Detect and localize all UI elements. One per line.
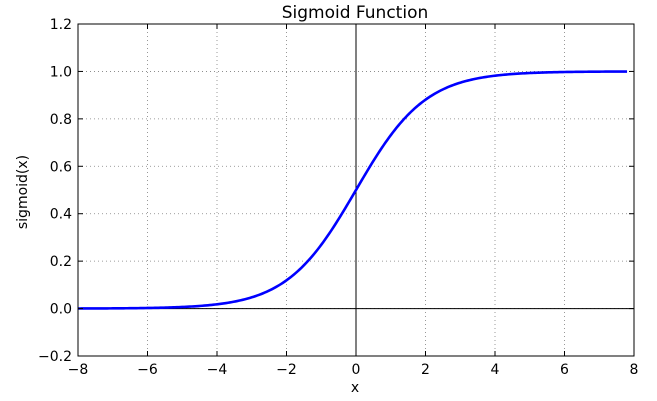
y-tick-label: 0.0 <box>50 302 72 318</box>
x-tick-label: 6 <box>560 362 569 378</box>
x-tick-label: −4 <box>207 362 228 378</box>
x-tick-label: −8 <box>68 362 89 378</box>
x-tick-label: −2 <box>276 362 297 378</box>
y-tick-label: 0.6 <box>50 159 72 175</box>
y-tick-label: −0.2 <box>38 349 72 365</box>
series-layer <box>78 70 628 310</box>
x-tick-label: −6 <box>137 362 158 378</box>
x-axis-label: x <box>351 380 359 396</box>
y-axis-label: sigmoid(x) <box>15 155 31 229</box>
y-tick-label: 0.4 <box>50 207 72 223</box>
x-tick-label: 8 <box>630 362 639 378</box>
x-tick-label: 2 <box>421 362 430 378</box>
y-tick-label: 1.0 <box>50 64 72 80</box>
sigmoid-curve <box>78 70 628 310</box>
x-tick-label: 4 <box>491 362 500 378</box>
x-tick-labels: −8 −6 −4 −2 0 2 4 6 8 <box>68 362 639 378</box>
x-tick-label: 0 <box>352 362 361 378</box>
y-tick-label: 1.2 <box>50 17 72 33</box>
y-tick-label: 0.2 <box>50 254 72 270</box>
chart-title: Sigmoid Function <box>282 3 429 23</box>
y-tick-label: 0.8 <box>50 112 72 128</box>
tick-marks <box>77 23 635 357</box>
y-tick-labels: −0.2 0.0 0.2 0.4 0.6 0.8 1.0 1.2 <box>38 17 72 365</box>
